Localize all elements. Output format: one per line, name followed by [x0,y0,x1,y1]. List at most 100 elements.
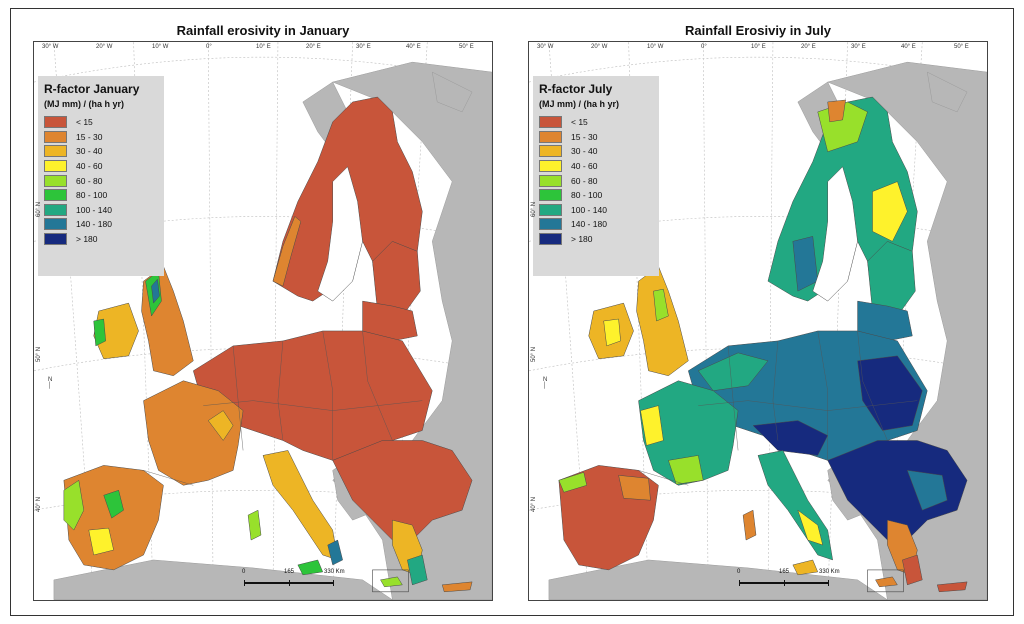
legend-item: < 15 [539,115,653,130]
legend-item: 15 - 30 [539,130,653,145]
longitude-tick: 40° E [901,44,916,50]
legend-item: 60 - 80 [44,173,158,188]
longitude-labels: 30° W 20° W 10° W 0° 10° E 20° E 30° E 40° E 50°… [529,42,987,54]
panel-january: Rainfall erosivity in January [33,23,493,601]
legend-label: 80 - 100 [571,190,603,201]
longitude-tick: 0° [206,44,212,50]
legend-rows: < 15 15 - 30 30 - 40 40 - 60 60 - 80 80 - 100… [539,115,653,246]
latitude-tick: 40° N [531,496,537,512]
baltic-sea [317,166,363,302]
longitude-tick: 40° E [406,44,421,50]
legend-swatch [539,233,562,246]
longitude-tick: 10° W [647,44,664,50]
legend-label: 60 - 80 [571,175,598,186]
longitude-tick: 50° E [954,44,969,50]
latitude-tick: 40° N [36,496,42,512]
longitude-tick: 30° W [42,44,59,50]
country-borders [143,330,423,486]
legend-swatch [539,116,562,129]
scale-label: 330 Km [819,569,840,575]
legend-unit: (MJ mm) / (ha h yr) [44,99,125,109]
legend-item: 140 - 180 [539,217,653,232]
scale-label: 165 [779,569,790,575]
legend-swatch [539,145,562,158]
legend-swatch [539,174,562,187]
map-title: Rainfall erosivity in January [176,23,350,38]
latitude-tick: 60° N [531,201,537,217]
eu-land-july [558,96,968,593]
scale-bar: 0 165 330 Km [242,569,345,588]
longitude-tick: 50° E [459,44,474,50]
latitude-tick: 60° N [36,201,42,217]
panel-july: Rainfall Erosiviy in July [528,23,988,601]
legend-item: 60 - 80 [539,173,653,188]
legend-unit: (MJ mm) / (ha h yr) [539,99,620,109]
legend-item: 30 - 40 [44,144,158,159]
legend-title: R-factor January [44,82,140,96]
legend-label: 40 - 60 [571,161,598,172]
scale-label: 0 [737,569,741,575]
longitude-tick: 10° E [256,44,271,50]
legend-item: 40 - 60 [539,159,653,174]
map-july: R-factor July (MJ mm) / (ha h yr) < 15 15… [528,41,988,601]
longitude-tick: 30° E [851,44,866,50]
legend-swatch [44,160,67,173]
longitude-labels: 30° W 20° W 10° W 0° 10° E 20° E 30° E 40° E 50°… [34,42,492,54]
legend-item: 30 - 40 [539,144,653,159]
legend-label: 15 - 30 [571,131,598,142]
legend-swatch [539,160,562,173]
legend-label: 40 - 60 [76,161,103,172]
map-january: R-factor January (MJ mm) / (ha h yr) < 1… [33,41,493,601]
legend-title: R-factor July [539,82,613,96]
legend-label: < 15 [76,117,93,128]
country-borders [638,330,918,486]
legend-swatch [44,145,67,158]
legend-item: > 180 [539,232,653,247]
scale-label: 0 [242,569,246,575]
map-title: Rainfall Erosiviy in July [685,23,831,38]
legend-label: 15 - 30 [76,131,103,142]
legend-label: 100 - 140 [76,204,112,215]
legend-label: < 15 [571,117,588,128]
latitude-tick: 50° N [36,346,42,362]
legend-swatch [44,218,67,231]
legend-item: 40 - 60 [44,159,158,174]
longitude-tick: 0° [701,44,707,50]
scale-label: 165 [284,569,295,575]
longitude-tick: 20° E [801,44,816,50]
legend-july: R-factor July (MJ mm) / (ha h yr) < 15 15… [533,76,659,276]
map-canvas-january [34,42,492,600]
legend-swatch [539,130,562,143]
baltic-sea [812,166,858,302]
longitude-tick: 20° W [591,44,608,50]
legend-swatch [44,174,67,187]
legend-swatch [44,130,67,143]
legend-item: 100 - 140 [539,203,653,218]
legend-label: 140 - 180 [571,219,607,230]
longitude-tick: 10° E [751,44,766,50]
legend-swatch [44,189,67,202]
legend-label: 30 - 40 [571,146,598,157]
longitude-tick: 10° W [152,44,169,50]
longitude-tick: 20° E [306,44,321,50]
legend-swatch [539,189,562,202]
longitude-tick: 20° W [96,44,113,50]
legend-item: > 180 [44,232,158,247]
legend-item: < 15 [44,115,158,130]
legend-label: > 180 [571,234,593,245]
latitude-tick: 50° N [531,346,537,362]
scale-label: 330 Km [324,569,345,575]
scale-bar: 0 165 330 Km [737,569,840,588]
longitude-tick: 30° W [537,44,554,50]
longitude-tick: 30° E [356,44,371,50]
legend-item: 80 - 100 [539,188,653,203]
figure-frame: Rainfall erosivity in January [10,8,1014,616]
legend-swatch [44,116,67,129]
legend-label: 100 - 140 [571,204,607,215]
legend-label: > 180 [76,234,98,245]
legend-item: 140 - 180 [44,217,158,232]
north-arrow-icon: N │ [543,377,548,389]
legend-label: 80 - 100 [76,190,108,201]
legend-item: 15 - 30 [44,130,158,145]
legend-item: 80 - 100 [44,188,158,203]
